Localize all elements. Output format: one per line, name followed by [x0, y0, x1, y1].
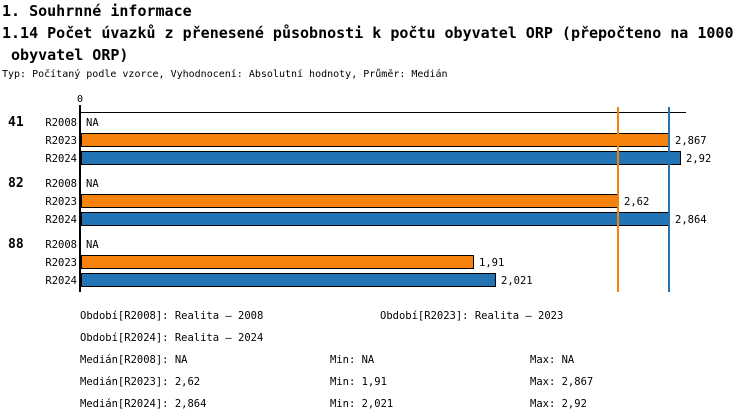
bar-r2024-group-82 — [81, 212, 670, 226]
bar-value-label: 2,021 — [501, 275, 533, 287]
na-value-label: NA — [86, 117, 99, 129]
bar-value-label: 2,864 — [675, 214, 707, 226]
legend-period-r2008: Období[R2008]: Realita – 2008 — [80, 310, 264, 322]
bar-r2024-group-41 — [81, 151, 681, 165]
bar-r2023-group-82 — [81, 194, 619, 208]
series-row-label: R2023 — [45, 257, 77, 269]
bar-value-label: 2,92 — [686, 153, 712, 165]
series-row-label: R2024 — [45, 153, 77, 165]
series-row-label: R2008 — [45, 117, 77, 129]
series-row-label: R2008 — [45, 239, 77, 251]
chart-plot: 0 41 R2008 NA R2023 2,867 R2024 2,92 82 R2008 NA R… — [0, 92, 750, 302]
stat-min-r2024: Min: 2,021 — [330, 398, 394, 410]
na-value-label: NA — [86, 239, 99, 251]
section-title: 1. Souhrnné informace — [2, 2, 192, 20]
series-row-label: R2023 — [45, 135, 77, 147]
series-row-label: R2008 — [45, 178, 77, 190]
median-line-r2023 — [617, 107, 619, 292]
stat-median-r2023: Medián[R2023]: 2,62 — [80, 376, 201, 388]
stat-min-r2008: Min: NA — [330, 354, 375, 366]
series-row-label: R2024 — [45, 214, 77, 226]
indicator-meta: Typ: Počítaný podle vzorce, Vyhodnocení:… — [2, 69, 448, 80]
group-label: 82 — [8, 176, 24, 191]
bar-r2024-group-88 — [81, 273, 496, 287]
stat-median-r2024: Medián[R2024]: 2,864 — [80, 398, 207, 410]
legend-period-r2023: Období[R2023]: Realita – 2023 — [380, 310, 564, 322]
bar-r2023-group-41 — [81, 133, 670, 147]
bar-value-label: 2,867 — [675, 135, 707, 147]
bar-value-label: 1,91 — [479, 257, 505, 269]
median-line-r2024 — [668, 107, 670, 292]
series-row-label: R2023 — [45, 196, 77, 208]
legend-period-r2024: Období[R2024]: Realita – 2024 — [80, 332, 264, 344]
axis-zero-tick-label: 0 — [76, 94, 84, 105]
group-label: 88 — [8, 237, 24, 252]
x-axis-line — [80, 112, 686, 113]
y-axis-line — [79, 105, 81, 292]
na-value-label: NA — [86, 178, 99, 190]
indicator-title-line2: obyvatel ORP) — [2, 46, 129, 64]
stat-max-r2023: Max: 2,867 — [530, 376, 594, 388]
bar-value-label: 2,62 — [624, 196, 650, 208]
stat-max-r2008: Max: NA — [530, 354, 575, 366]
group-label: 41 — [8, 115, 24, 130]
series-row-label: R2024 — [45, 275, 77, 287]
bar-r2023-group-88 — [81, 255, 474, 269]
stat-median-r2008: Medián[R2008]: NA — [80, 354, 188, 366]
stat-min-r2023: Min: 1,91 — [330, 376, 387, 388]
stat-max-r2024: Max: 2,92 — [530, 398, 587, 410]
indicator-title-line1: 1.14 Počet úvazků z přenesené působnosti… — [2, 24, 734, 42]
